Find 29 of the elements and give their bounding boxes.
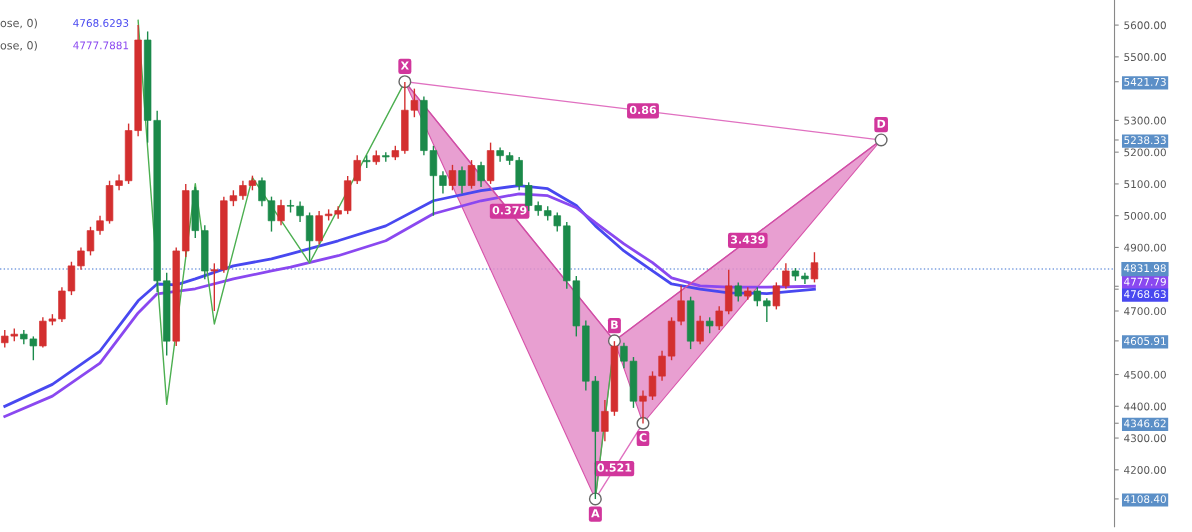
y-tick-label: 4346.62 (1124, 419, 1166, 428)
annotation: 4768.6293 (73, 19, 129, 27)
annotation: A (591, 509, 600, 518)
y-tick-label: 5600.00 (1124, 21, 1166, 30)
y-tick-label: 5500.00 (1124, 53, 1166, 61)
y-tick-label: 5000.00 (1124, 211, 1166, 220)
y-tick-label: 4108.40 (1124, 495, 1166, 504)
annotation: ose, 0) (0, 18, 37, 29)
y-tick-label: 5238.33 (1124, 136, 1166, 145)
annotation: C (639, 433, 647, 442)
y-tick-label: 4300.00 (1124, 434, 1166, 443)
annotation: X (400, 61, 409, 70)
y-tick-label: 5200.00 (1124, 148, 1166, 157)
y-tick-label: 5421.73 (1124, 77, 1166, 86)
y-tick-label: 4777.79 (1124, 277, 1166, 286)
y-tick-label: 4700.00 (1124, 307, 1166, 316)
y-tick-label: 4605.91 (1124, 337, 1166, 345)
annotation: B (611, 320, 618, 329)
ref-line-label: 4831.98 (1123, 264, 1166, 273)
annotation: ose, 0) (0, 40, 37, 51)
y-tick-label: 4768.63 (1124, 290, 1166, 299)
y-tick-label: 4500.00 (1124, 370, 1166, 379)
annotation: D (877, 119, 886, 128)
y-tick-label: 4900.00 (1124, 243, 1166, 252)
y-tick-label: 5100.00 (1124, 180, 1166, 189)
annotation: 4777.7881 (73, 41, 129, 50)
y-tick-label: 5300.00 (1124, 116, 1166, 125)
y-tick-label: 4200.00 (1124, 466, 1166, 474)
y-tick-label: 4400.00 (1124, 402, 1166, 411)
